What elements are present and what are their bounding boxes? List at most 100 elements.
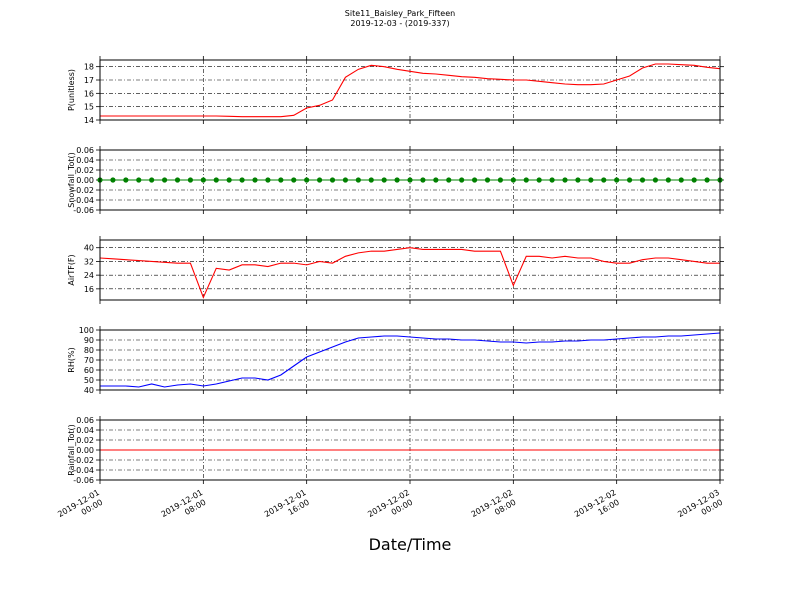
y-tick-label: 70 [84, 356, 94, 365]
data-point [239, 177, 245, 183]
data-point [549, 177, 555, 183]
y-tick-label: 16 [84, 89, 94, 98]
y-axis-label: AirTF(F) [67, 254, 76, 285]
y-axis-label: RH(%) [67, 347, 76, 372]
data-point [149, 177, 155, 183]
data-point [639, 177, 646, 183]
data-point [471, 177, 478, 183]
data-point [329, 177, 336, 183]
chart-subtitle: 2019-12-03 - (2019-337) [350, 19, 449, 28]
y-tick-label: 0.02 [76, 166, 94, 175]
data-point [601, 177, 607, 183]
data-point [652, 177, 659, 183]
y-tick-label: -0.02 [73, 186, 94, 195]
plot-frame [99, 419, 721, 481]
data-point [161, 177, 168, 183]
data-point [497, 177, 504, 183]
y-tick-label: 50 [84, 376, 94, 385]
data-point [304, 177, 310, 183]
data-point [562, 177, 568, 183]
data-point [200, 177, 206, 183]
data-line [100, 332, 721, 388]
data-point [136, 177, 142, 183]
y-tick-label: -0.04 [73, 196, 94, 205]
y-tick-label: 32 [84, 257, 94, 266]
y-tick-label: 15 [84, 103, 94, 112]
y-tick-label: 40 [84, 244, 94, 253]
data-point [484, 177, 491, 183]
data-point [110, 177, 116, 183]
plot-frame [99, 239, 721, 301]
x-tick-label: 2019-12-0208:00 [470, 488, 520, 528]
y-axis-label: P(unitless) [67, 69, 76, 111]
y-tick-label: 0.06 [76, 146, 94, 155]
data-point [420, 177, 426, 183]
data-point [588, 177, 594, 183]
y-tick-label: -0.04 [73, 466, 94, 475]
data-point [626, 177, 633, 183]
y-tick-label: 17 [84, 76, 94, 85]
y-axis-label: Snowfall_Tot() [67, 152, 76, 208]
data-point [704, 177, 710, 183]
data-point [575, 177, 581, 183]
data-point [459, 177, 465, 183]
y-tick-label: 24 [84, 271, 94, 280]
y-axis-label: Rainfall_Tot() [67, 424, 76, 476]
y-tick-label: 14 [84, 116, 94, 125]
data-point [446, 177, 452, 183]
x-tick-label: 2019-12-0216:00 [573, 488, 623, 528]
data-point [265, 177, 271, 183]
y-tick-label: 100 [79, 326, 94, 335]
data-point [291, 177, 297, 183]
data-point [316, 177, 323, 183]
y-tick-label: -0.06 [73, 206, 94, 215]
chart-title: Site11_Baisley_Park_Fifteen [345, 9, 455, 18]
data-point [226, 177, 232, 183]
data-point [678, 177, 684, 183]
plot-frame [99, 59, 721, 121]
y-tick-label: 90 [84, 336, 94, 345]
data-point [174, 177, 181, 183]
y-tick-label: 16 [84, 285, 94, 294]
plot-frame [99, 149, 721, 211]
data-point [691, 177, 697, 183]
y-tick-label: 0.02 [76, 436, 94, 445]
data-point [394, 177, 400, 183]
x-tick-label: 2019-12-0200:00 [366, 488, 416, 528]
data-point [355, 177, 361, 183]
data-line [99, 247, 720, 299]
x-tick-label: 2019-12-0116:00 [263, 488, 313, 528]
y-tick-label: 0.00 [76, 176, 94, 185]
data-point [278, 177, 284, 183]
data-point [187, 177, 194, 183]
y-tick-label: 0.04 [76, 156, 94, 165]
data-point [665, 177, 671, 183]
y-tick-label: 18 [84, 63, 94, 72]
data-line [100, 63, 721, 118]
x-tick-label: 2019-12-0300:00 [676, 488, 726, 528]
data-point [368, 177, 374, 183]
y-tick-label: -0.02 [73, 456, 94, 465]
y-tick-label: 0.04 [76, 426, 94, 435]
y-tick-label: 0.00 [76, 446, 94, 455]
y-tick-label: 0.06 [76, 416, 94, 425]
data-point [213, 177, 219, 183]
data-point [536, 177, 542, 183]
data-point [614, 177, 620, 183]
x-tick-label: 2019-12-0108:00 [160, 488, 210, 528]
plot-frame [99, 329, 721, 391]
x-tick-label: 2019-12-0100:00 [56, 488, 106, 528]
x-axis-label: Date/Time [369, 535, 452, 554]
y-tick-label: 60 [84, 366, 94, 375]
data-point [381, 177, 387, 183]
data-point [433, 177, 439, 183]
y-tick-label: 40 [84, 386, 94, 395]
data-point [523, 177, 529, 183]
y-tick-label: -0.06 [73, 476, 94, 485]
data-point [342, 177, 349, 183]
data-point [510, 177, 516, 183]
data-point [123, 177, 129, 183]
y-tick-label: 80 [84, 346, 94, 355]
data-point [407, 177, 413, 183]
